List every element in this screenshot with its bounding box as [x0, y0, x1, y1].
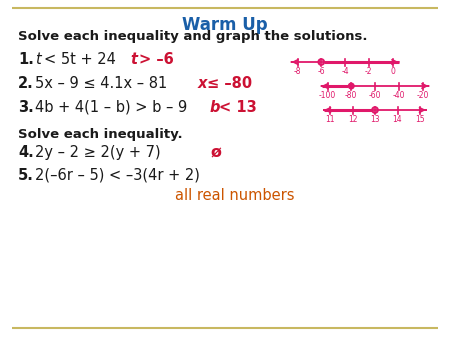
Text: 2.: 2.	[18, 76, 34, 91]
Text: 15: 15	[415, 115, 425, 124]
Text: -6: -6	[317, 67, 325, 76]
Text: < 13: < 13	[219, 100, 257, 115]
Text: 12: 12	[348, 115, 357, 124]
Text: > –6: > –6	[139, 52, 174, 67]
Text: 11: 11	[325, 115, 335, 124]
Text: ø: ø	[210, 145, 221, 160]
Text: 5x – 9 ≤ 4.1x – 81: 5x – 9 ≤ 4.1x – 81	[35, 76, 167, 91]
Text: 4b + 4(1 – b) > b – 9: 4b + 4(1 – b) > b – 9	[35, 100, 187, 115]
Text: -60: -60	[369, 91, 381, 100]
Text: 14: 14	[393, 115, 402, 124]
Text: -80: -80	[345, 91, 357, 100]
Text: 0: 0	[390, 67, 395, 76]
Text: t: t	[130, 52, 137, 67]
Text: -100: -100	[319, 91, 336, 100]
Text: Warm Up: Warm Up	[182, 16, 268, 34]
Text: Solve each inequality and graph the solutions.: Solve each inequality and graph the solu…	[18, 30, 368, 43]
Text: -2: -2	[365, 67, 373, 76]
Text: ≤ –80: ≤ –80	[207, 76, 252, 91]
Text: x: x	[198, 76, 207, 91]
Text: 2y – 2 ≥ 2(y + 7): 2y – 2 ≥ 2(y + 7)	[35, 145, 161, 160]
Text: all real numbers: all real numbers	[175, 188, 294, 203]
Text: 3.: 3.	[18, 100, 34, 115]
Text: -20: -20	[416, 91, 429, 100]
Text: Solve each inequality.: Solve each inequality.	[18, 128, 183, 141]
Text: -8: -8	[294, 67, 301, 76]
Text: < 5t + 24: < 5t + 24	[44, 52, 116, 67]
Circle shape	[348, 83, 354, 89]
Text: 1.: 1.	[18, 52, 34, 67]
Text: 4.: 4.	[18, 145, 34, 160]
Text: -4: -4	[341, 67, 349, 76]
Text: -40: -40	[392, 91, 405, 100]
Text: t: t	[35, 52, 41, 67]
Text: 2(–6r – 5) < –3(4r + 2): 2(–6r – 5) < –3(4r + 2)	[35, 168, 200, 183]
Text: 5.: 5.	[18, 168, 34, 183]
Text: 13: 13	[370, 115, 380, 124]
Text: b: b	[210, 100, 220, 115]
